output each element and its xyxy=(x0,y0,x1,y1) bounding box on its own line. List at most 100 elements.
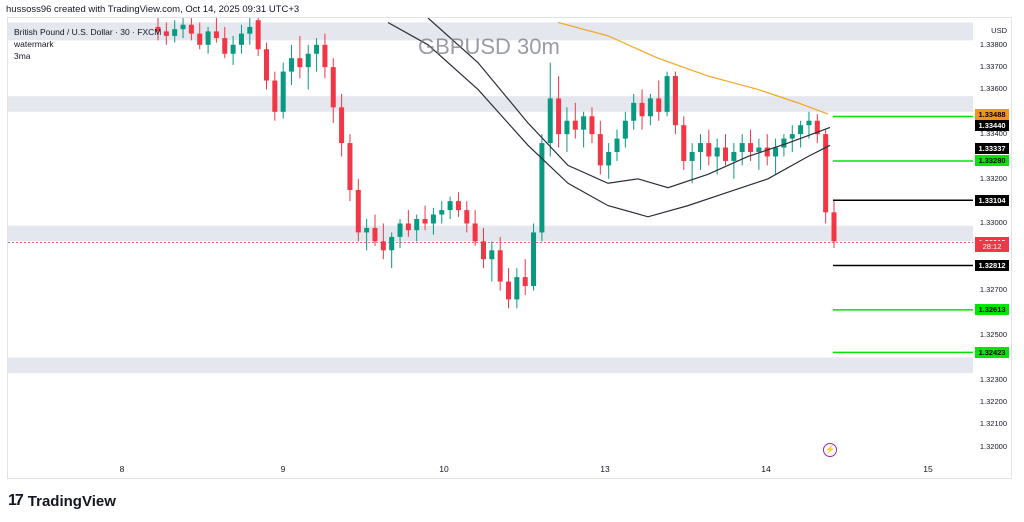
sr-zone-0 xyxy=(8,22,973,41)
candle-body xyxy=(697,143,703,153)
candle-body xyxy=(739,143,745,153)
candle-body xyxy=(714,147,720,157)
level-price-tag: 1.33104 xyxy=(975,194,1009,206)
candle-body xyxy=(581,116,587,130)
candle-body xyxy=(213,31,219,39)
price-tick-label: 1.32700 xyxy=(979,285,1007,295)
level-price-tag: 1.32812 xyxy=(975,259,1009,271)
candle-body xyxy=(230,44,236,54)
candle-body xyxy=(723,147,729,161)
chart-area[interactable]: British Pound / U.S. Dollar · 30 · FXCM … xyxy=(7,17,1012,479)
price-tick-label: 1.33000 xyxy=(979,218,1007,228)
candle-body xyxy=(589,116,595,135)
candle-body xyxy=(322,44,328,68)
candle-body xyxy=(664,76,670,112)
price-chart[interactable] xyxy=(8,18,1012,479)
candle-body xyxy=(155,26,161,32)
indicator-3ma-label[interactable]: 3ma xyxy=(14,51,31,61)
price-tick-label: 1.33600 xyxy=(979,84,1007,94)
candle-body xyxy=(489,250,495,260)
moving-average-0 xyxy=(557,21,829,115)
tradingview-brand[interactable]: 17 TradingView xyxy=(8,492,116,510)
sr-zone-2 xyxy=(8,225,973,242)
candle-body xyxy=(372,227,378,242)
candle-body xyxy=(255,20,261,50)
candle-body xyxy=(823,134,829,213)
candle-body xyxy=(355,189,361,233)
symbol-label[interactable]: British Pound / U.S. Dollar · 30 · FXCM xyxy=(14,27,162,37)
price-tick-label: 1.32000 xyxy=(979,441,1007,451)
candle-body xyxy=(180,24,186,30)
candle-body xyxy=(789,134,795,139)
candle-body xyxy=(814,120,820,135)
credit-line: hussoss96 created with TradingView.com, … xyxy=(6,4,300,15)
price-tick-label: 1.32500 xyxy=(979,330,1007,340)
candle-body xyxy=(639,102,645,117)
candle-body xyxy=(422,219,428,224)
candle-body xyxy=(272,80,278,112)
candle-body xyxy=(163,31,169,36)
sr-zone-3 xyxy=(8,357,973,374)
candle-body xyxy=(597,134,603,166)
candle-body xyxy=(197,33,203,45)
candle-body xyxy=(455,201,461,211)
price-tick-label: 1.32100 xyxy=(979,419,1007,429)
price-tick-label: 1.33700 xyxy=(979,62,1007,72)
candle-body xyxy=(339,107,345,144)
candle-body xyxy=(305,53,311,68)
candle-body xyxy=(364,227,370,233)
level-price-tag: 1.32613 xyxy=(975,304,1009,316)
brand-name: TradingView xyxy=(27,492,116,510)
moving-average-2 xyxy=(427,18,831,189)
candle-body xyxy=(389,236,395,251)
candle-body xyxy=(647,98,653,117)
candle-body xyxy=(531,232,537,287)
candle-body xyxy=(347,143,353,190)
candle-body xyxy=(280,71,286,112)
candle-body xyxy=(748,143,754,153)
countdown-tag: 28:12 xyxy=(975,240,1009,252)
candle-body xyxy=(247,26,253,34)
candle-body xyxy=(689,152,695,161)
candle-body xyxy=(205,31,211,45)
price-axis[interactable]: USD 1.33800 1.33700 1.33600 1.33400 1.33200 1… xyxy=(973,18,1011,458)
time-tick-label: 13 xyxy=(600,464,610,474)
candle-body xyxy=(806,120,812,126)
moving-average-1 xyxy=(387,21,831,218)
candle-body xyxy=(405,223,411,231)
candle-body xyxy=(506,281,512,300)
lightning-icon[interactable]: ⚡ xyxy=(823,443,837,457)
candle-body xyxy=(397,223,403,237)
candle-body xyxy=(314,44,320,54)
price-tag: 1.33337 xyxy=(975,142,1009,154)
level-price-tag: 1.32423 xyxy=(975,346,1009,358)
candle-body xyxy=(572,120,578,130)
candle-body xyxy=(681,125,687,161)
candle-body xyxy=(773,147,779,157)
candle-body xyxy=(472,223,478,242)
candle-body xyxy=(547,98,553,144)
candle-body xyxy=(222,38,228,54)
price-tick-label: 1.33400 xyxy=(979,129,1007,139)
candle-body xyxy=(497,250,503,282)
candle-body xyxy=(263,49,269,81)
chart-legend[interactable]: British Pound / U.S. Dollar · 30 · FXCM … xyxy=(14,26,161,62)
candle-body xyxy=(631,102,637,121)
candle-body xyxy=(330,67,336,108)
candle-body xyxy=(756,147,762,153)
price-tick-label: 1.33200 xyxy=(979,173,1007,183)
currency-label: USD xyxy=(991,26,1007,35)
price-tag: 1.33488 xyxy=(975,108,1009,120)
price-tick-label: 1.32200 xyxy=(979,397,1007,407)
candle-body xyxy=(172,29,178,36)
candle-body xyxy=(706,143,712,157)
candle-body xyxy=(514,277,520,300)
candle-body xyxy=(414,219,420,231)
price-tick-label: 1.33800 xyxy=(979,39,1007,49)
chart-watermark: GBPUSD 30m xyxy=(418,34,560,59)
candle-body xyxy=(480,241,486,260)
level-price-tag: 1.33280 xyxy=(975,155,1009,167)
candle-body xyxy=(798,125,804,135)
indicator-watermark-label[interactable]: watermark xyxy=(14,39,54,49)
time-axis[interactable]: 8 9 10 13 14 15 xyxy=(8,458,973,478)
